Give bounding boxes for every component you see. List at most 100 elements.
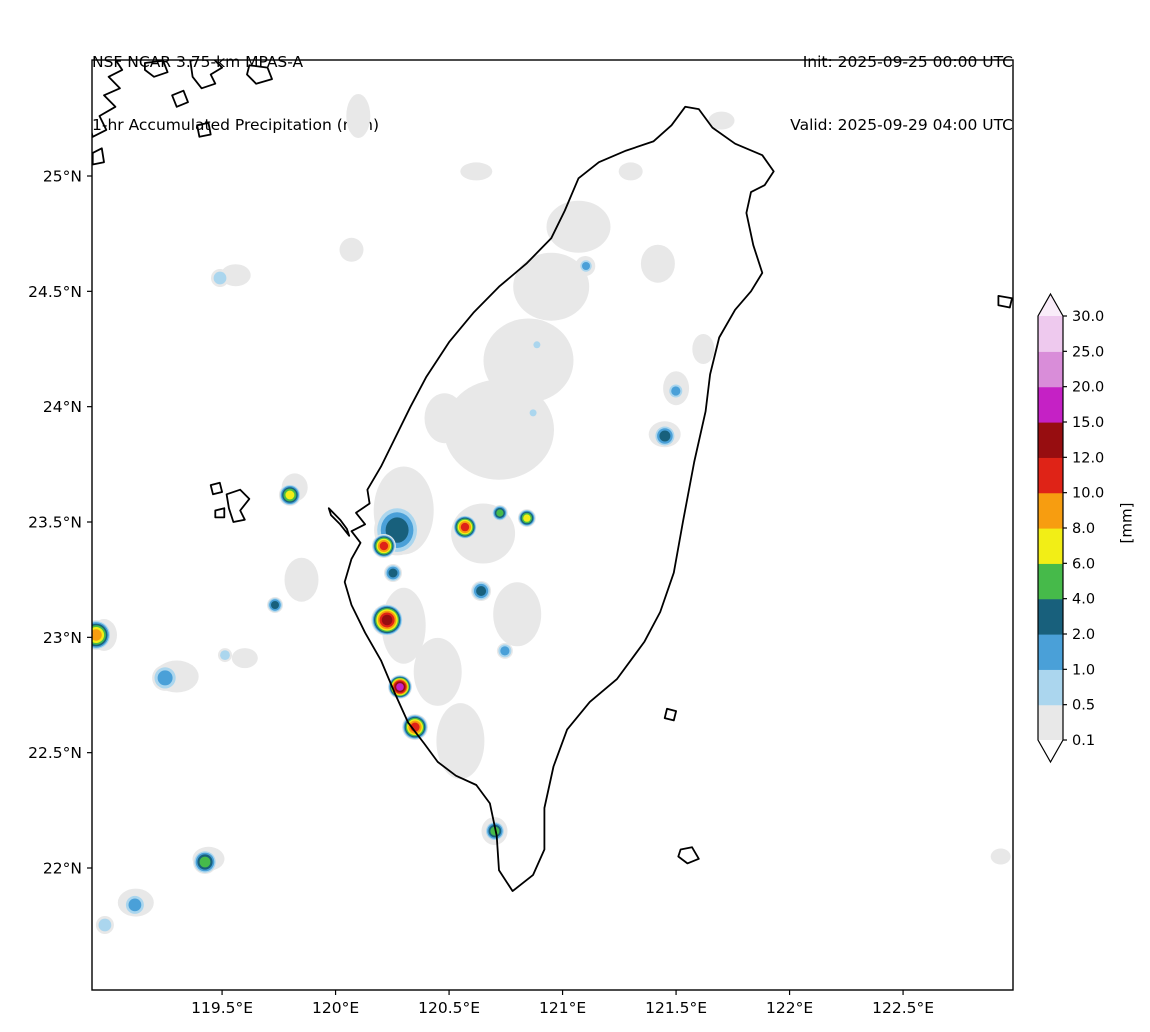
precip-cell-ring <box>496 509 504 517</box>
precip-cell-ring <box>460 522 470 532</box>
colorbar-tick-label: 10.0 <box>1072 486 1104 502</box>
colorbar-tick-label: 1.0 <box>1072 662 1095 678</box>
mainland-coastline <box>92 147 105 166</box>
precip-cell-ring <box>396 683 404 691</box>
taiwan-coastline <box>343 105 775 892</box>
mainland-coastline <box>189 60 223 90</box>
colorbar-segment <box>1038 316 1063 352</box>
precip-cell-ring <box>476 586 487 596</box>
colorbar-over-arrow <box>1038 294 1063 316</box>
light-precip-patch <box>990 848 1011 865</box>
precip-cell-ring <box>500 646 510 656</box>
light-precip-patch <box>483 318 574 403</box>
y-tick-label: 22°N <box>43 860 82 878</box>
precip-cell-ring <box>381 614 393 626</box>
colorbar-tick-label: 4.0 <box>1072 592 1095 608</box>
light-precip-patch <box>231 648 258 669</box>
plot-area <box>92 60 1013 934</box>
island-coastline <box>327 507 351 537</box>
colorbar-tick-label: 15.0 <box>1072 415 1104 431</box>
precip-cell-ring <box>523 514 531 522</box>
island-coastline <box>214 507 226 519</box>
colorbar-segment <box>1038 563 1063 600</box>
island-coastline <box>997 295 1013 309</box>
precip-cell-ring <box>659 430 671 442</box>
x-tick-label: 119.5°E <box>191 999 253 1017</box>
mainland-coastline <box>196 122 212 138</box>
light-precip-patch <box>493 582 542 647</box>
colorbar-tick-label: 20.0 <box>1072 380 1104 396</box>
precip-cell-ring <box>582 262 590 270</box>
y-tick-label: 23.5°N <box>28 514 82 532</box>
y-tick-label: 24°N <box>43 398 82 416</box>
light-precip-patch <box>424 393 465 444</box>
plot-frame <box>91 59 1014 991</box>
light-precip-patch <box>346 94 371 138</box>
colorbar-tick-label: 8.0 <box>1072 521 1095 537</box>
colorbar-segment <box>1038 351 1063 388</box>
precip-cell-ring <box>671 386 681 396</box>
x-tick-label: 122.5°E <box>872 999 934 1017</box>
precip-cell-ring <box>128 898 142 912</box>
light-precip-patch <box>436 703 485 780</box>
x-tick-label: 122°E <box>766 999 813 1017</box>
precip-cell-ring <box>98 918 112 932</box>
precip-cell-ring <box>285 490 295 500</box>
colorbar-tick-label: 30.0 <box>1072 309 1104 325</box>
island-coastline <box>209 481 223 496</box>
y-tick-label: 22.5°N <box>28 744 82 762</box>
light-precip-patch <box>708 111 735 130</box>
precip-cell-ring <box>385 517 409 543</box>
colorbar-tick-label: 6.0 <box>1072 556 1095 572</box>
mainland-coastline <box>92 60 124 138</box>
island-coastline <box>677 846 700 865</box>
precip-cell-ring <box>529 409 537 417</box>
light-precip-patch <box>513 252 590 321</box>
time-info-block: Init: 2025-09-25 00:00 UTC Valid: 2025-0… <box>0 10 1013 178</box>
light-precip-patch <box>618 162 643 181</box>
y-tick-label: 25°N <box>43 168 82 186</box>
x-tick-label: 121.5°E <box>645 999 707 1017</box>
mainland-coastline <box>246 64 273 85</box>
precip-cell-ring <box>213 271 227 285</box>
precip-cell-ring <box>379 541 389 551</box>
x-tick-label: 121°E <box>539 999 586 1017</box>
colorbar-tick-label: 12.0 <box>1072 450 1104 466</box>
light-precip-patch <box>444 379 554 480</box>
colorbar-tick-label: 25.0 <box>1072 344 1104 360</box>
y-tick-label: 23°N <box>43 629 82 647</box>
light-precip-patch <box>413 637 462 706</box>
colorbar-tick-label: 0.1 <box>1072 733 1095 749</box>
x-tick-label: 120.5°E <box>418 999 480 1017</box>
precip-cell-ring <box>199 856 211 868</box>
colorbar-segment <box>1038 492 1063 529</box>
valid-time-label: Valid: 2025-09-29 04:00 UTC <box>790 116 1013 134</box>
colorbar-segment <box>1038 598 1063 635</box>
light-precip-patch <box>460 162 493 181</box>
colorbar-segment <box>1038 704 1063 741</box>
colorbar-segment <box>1038 386 1063 423</box>
colorbar-unit-label: [mm] <box>1117 502 1136 544</box>
x-tick-label: 120°E <box>312 999 359 1017</box>
colorbar-tick-label: 0.5 <box>1072 698 1095 714</box>
light-precip-patch <box>284 557 319 602</box>
precip-cell-ring <box>533 341 541 349</box>
colorbar-segment <box>1038 669 1063 706</box>
precip-cell-ring <box>92 629 102 641</box>
precip-cell-ring <box>388 568 398 578</box>
island-coastline <box>663 707 677 722</box>
light-precip-patch <box>692 334 715 364</box>
mainland-coastline <box>144 60 169 78</box>
colorbar-segment <box>1038 457 1063 494</box>
light-precip-patch <box>640 244 675 283</box>
island-coastline <box>225 488 251 523</box>
y-tick-label: 24.5°N <box>28 283 82 301</box>
colorbar: 0.1 0.5 1.0 2.0 4.0 6.0 8.0 10.0 12.0 15.0 20.0 25.… <box>1037 292 1104 764</box>
colorbar-tick-label: 2.0 <box>1072 627 1095 643</box>
precip-cell-ring <box>271 601 279 609</box>
light-precip-patch <box>339 237 364 262</box>
precip-cell-ring <box>220 650 230 660</box>
colorbar-under-arrow <box>1038 740 1063 762</box>
